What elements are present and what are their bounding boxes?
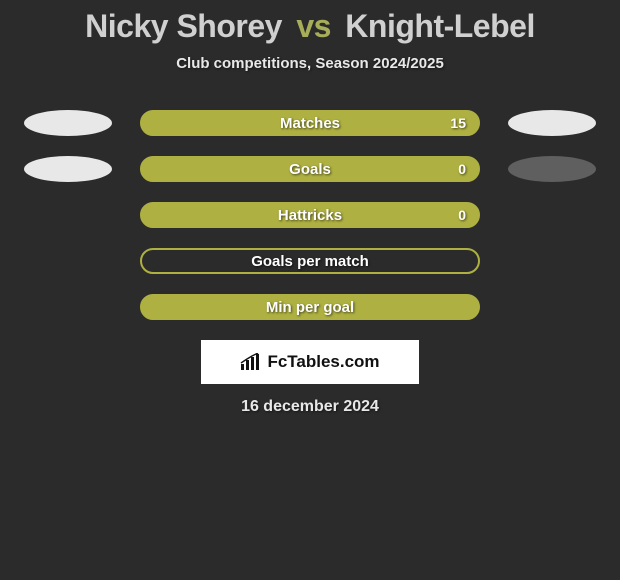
logo-box[interactable]: FcTables.com xyxy=(201,340,419,384)
stat-row: Min per goal xyxy=(0,294,620,320)
page-title: Nicky Shorey vs Knight-Lebel xyxy=(0,8,620,45)
stat-value-right: 15 xyxy=(450,115,466,131)
right-marker xyxy=(502,110,602,136)
left-ellipse xyxy=(24,156,112,182)
chart-bars-icon xyxy=(240,353,262,371)
stat-row: Goals 0 xyxy=(0,156,620,182)
stat-label: Min per goal xyxy=(266,299,354,316)
stat-bar: Goals 0 xyxy=(140,156,480,182)
comparison-widget: Nicky Shorey vs Knight-Lebel Club compet… xyxy=(0,0,620,416)
stat-label: Matches xyxy=(280,115,340,132)
logo: FcTables.com xyxy=(240,352,379,372)
subtitle: Club competitions, Season 2024/2025 xyxy=(0,55,620,72)
stat-row: Goals per match xyxy=(0,248,620,274)
stat-bar: Hattricks 0 xyxy=(140,202,480,228)
logo-text: FcTables.com xyxy=(267,352,379,372)
stat-bar: Min per goal xyxy=(140,294,480,320)
stat-label: Goals xyxy=(289,161,331,178)
right-ellipse xyxy=(508,156,596,182)
stat-bar: Matches 15 xyxy=(140,110,480,136)
stat-value-right: 0 xyxy=(458,207,466,223)
left-ellipse xyxy=(24,110,112,136)
vs-separator: vs xyxy=(296,8,331,44)
stat-value-right: 0 xyxy=(458,161,466,177)
stat-label: Hattricks xyxy=(278,207,342,224)
left-marker xyxy=(18,156,118,182)
stat-row: Matches 15 xyxy=(0,110,620,136)
player2-name: Knight-Lebel xyxy=(345,8,535,44)
right-ellipse xyxy=(508,110,596,136)
stat-bar: Goals per match xyxy=(140,248,480,274)
stat-label: Goals per match xyxy=(251,253,369,270)
date: 16 december 2024 xyxy=(0,398,620,416)
stat-row: Hattricks 0 xyxy=(0,202,620,228)
player1-name: Nicky Shorey xyxy=(85,8,282,44)
left-marker xyxy=(18,110,118,136)
stats-rows: Matches 15 Goals 0 Hattricks 0 Goals per match… xyxy=(0,110,620,320)
right-marker xyxy=(502,156,602,182)
